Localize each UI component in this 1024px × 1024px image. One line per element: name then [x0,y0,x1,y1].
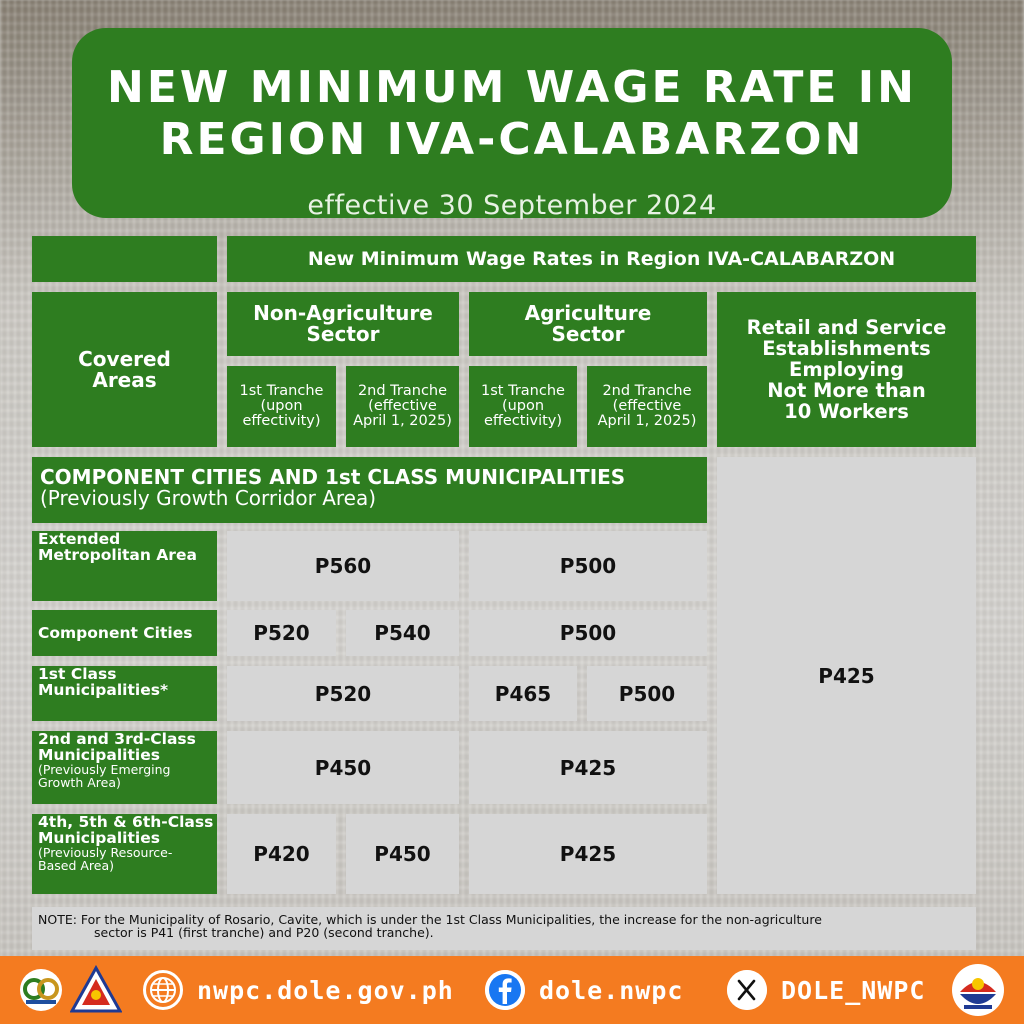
non-agri-tranche-2-header: 2nd Tranche (effective April 1, 2025) [346,366,459,447]
footer-facebook[interactable]: dole.nwpc [485,956,683,1024]
title-line-1: NEW MINIMUM WAGE RATE IN [107,62,917,113]
agri-line: Sector [551,322,625,346]
bagong-pilipinas-logo [952,964,1004,1016]
tranche-line: effectivity) [483,413,563,429]
footnote: NOTE: For the Municipality of Rosario, C… [32,907,976,950]
non-agri-line: Sector [306,322,380,346]
title-line-2: REGION IVA-CALABARZON [159,114,865,165]
agri-tranche-2-header: 2nd Tranche (effective April 1, 2025) [587,366,707,447]
cell-non-agri-tranche-2: P450 [346,814,459,894]
footer-bar: nwpc.dole.gov.ph dole.nwpc DOLE_NWPC [0,956,1024,1024]
row-label-4th-5th-6th-class: 4th, 5th & 6th-Class Municipalities (Pre… [32,814,217,894]
row-label-component-cities: Component Cities [32,610,217,656]
tranche-line: April 1, 2025) [597,413,697,429]
row-label-line: 1st Class [38,665,117,683]
footer-logos-left [18,956,122,1024]
row-label-line: Municipalities [38,746,160,764]
tranche-line: 2nd Tranche [357,383,448,399]
tranche-line: 1st Tranche [239,383,324,399]
row-label-line: Extended [38,530,121,548]
tranche-line: (effective [612,398,682,414]
cell-non-agri: P560 [227,531,459,601]
retail-line: Retail and Service [746,316,947,339]
cell-non-agri-tranche-1: P420 [227,814,336,894]
footer-x[interactable]: DOLE_NWPC [727,956,925,1024]
effective-date: effective 30 September 2024 [307,190,717,221]
cell-agri: P425 [469,814,707,894]
x-handle-text: DOLE_NWPC [781,975,926,1005]
agri-tranche-1-header: 1st Tranche (upon effectivity) [469,366,577,447]
table-main-header: New Minimum Wage Rates in Region IVA-CAL… [227,236,976,282]
row-note-line: (Previously Resource- [38,845,173,860]
cell-agri: P500 [469,610,707,656]
row-label-extended-metropolitan: Extended Metropolitan Area [32,531,217,601]
x-icon [727,970,767,1010]
tranche-line: 2nd Tranche [602,383,692,399]
footnote-line-2: sector is P41 (first tranche) and P20 (s… [94,925,434,940]
page-title: NEW MINIMUM WAGE RATE IN REGION IVA-CALA… [72,62,952,166]
row-label-line: 4th, 5th & 6th-Class [38,813,214,831]
covered-areas-line: Covered [78,346,171,371]
blank-header-cell [32,236,217,282]
dole-seal [70,965,122,1013]
title-banner: NEW MINIMUM WAGE RATE IN REGION IVA-CALA… [72,28,952,221]
retail-service-header: Retail and Service Establishments Employ… [717,292,976,447]
facebook-text: dole.nwpc [539,975,684,1005]
retail-line: Employing [789,358,904,381]
cell-agri: P425 [469,731,707,804]
anniversary-logo [20,969,62,1011]
row-note-line: (Previously Emerging [38,762,171,777]
row-note-line: Growth Area) [38,775,121,790]
non-agriculture-header: Non-Agriculture Sector [227,292,459,356]
row-label-line: Municipalities* [38,681,169,699]
non-agri-tranche-1-header: 1st Tranche (upon effectivity) [227,366,336,447]
retail-line: Establishments [762,337,931,360]
footer-website[interactable]: nwpc.dole.gov.ph [143,956,454,1024]
tranche-line: (upon [501,398,545,414]
retail-line: Not More than [767,379,926,402]
section-banner: COMPONENT CITIES AND 1st CLASS MUNICIPAL… [32,457,707,523]
cell-agri-tranche-2: P500 [587,666,707,721]
cell-agri: P500 [469,531,707,601]
non-agri-line: Non-Agriculture [253,301,433,325]
section-subtitle: (Previously Growth Corridor Area) [40,486,377,510]
globe-icon [143,970,183,1010]
section-title: COMPONENT CITIES AND 1st CLASS MUNICIPAL… [40,465,626,489]
row-label-2nd-3rd-class: 2nd and 3rd-Class Municipalities (Previo… [32,731,217,804]
tranche-line: (effective [368,398,437,414]
retail-line: 10 Workers [784,400,909,423]
tranche-line: (upon [260,398,303,414]
tranche-line: effectivity) [242,413,321,429]
tranche-line: April 1, 2025) [353,413,452,429]
cell-non-agri-tranche-1: P520 [227,610,336,656]
tranche-line: 1st Tranche [481,383,565,399]
retail-value-cell: P425 [717,457,976,894]
footer-logo-right [950,956,1006,1024]
cell-agri-tranche-1: P465 [469,666,577,721]
facebook-icon [485,970,525,1010]
cell-non-agri-tranche-2: P540 [346,610,459,656]
row-label-1st-class: 1st Class Municipalities* [32,666,217,721]
covered-areas-line: Areas [92,367,157,392]
row-note-line: Based Area) [38,858,114,873]
footnote-line-1: NOTE: For the Municipality of Rosario, C… [38,912,822,927]
covered-areas-header: Covered Areas [32,292,217,447]
website-text: nwpc.dole.gov.ph [197,975,454,1005]
row-label-line: Municipalities [38,829,160,847]
agri-line: Agriculture [524,301,652,325]
row-label-line: Metropolitan Area [38,546,197,564]
row-label-line: 2nd and 3rd-Class [38,730,196,748]
agriculture-header: Agriculture Sector [469,292,707,356]
cell-non-agri: P520 [227,666,459,721]
cell-non-agri: P450 [227,731,459,804]
